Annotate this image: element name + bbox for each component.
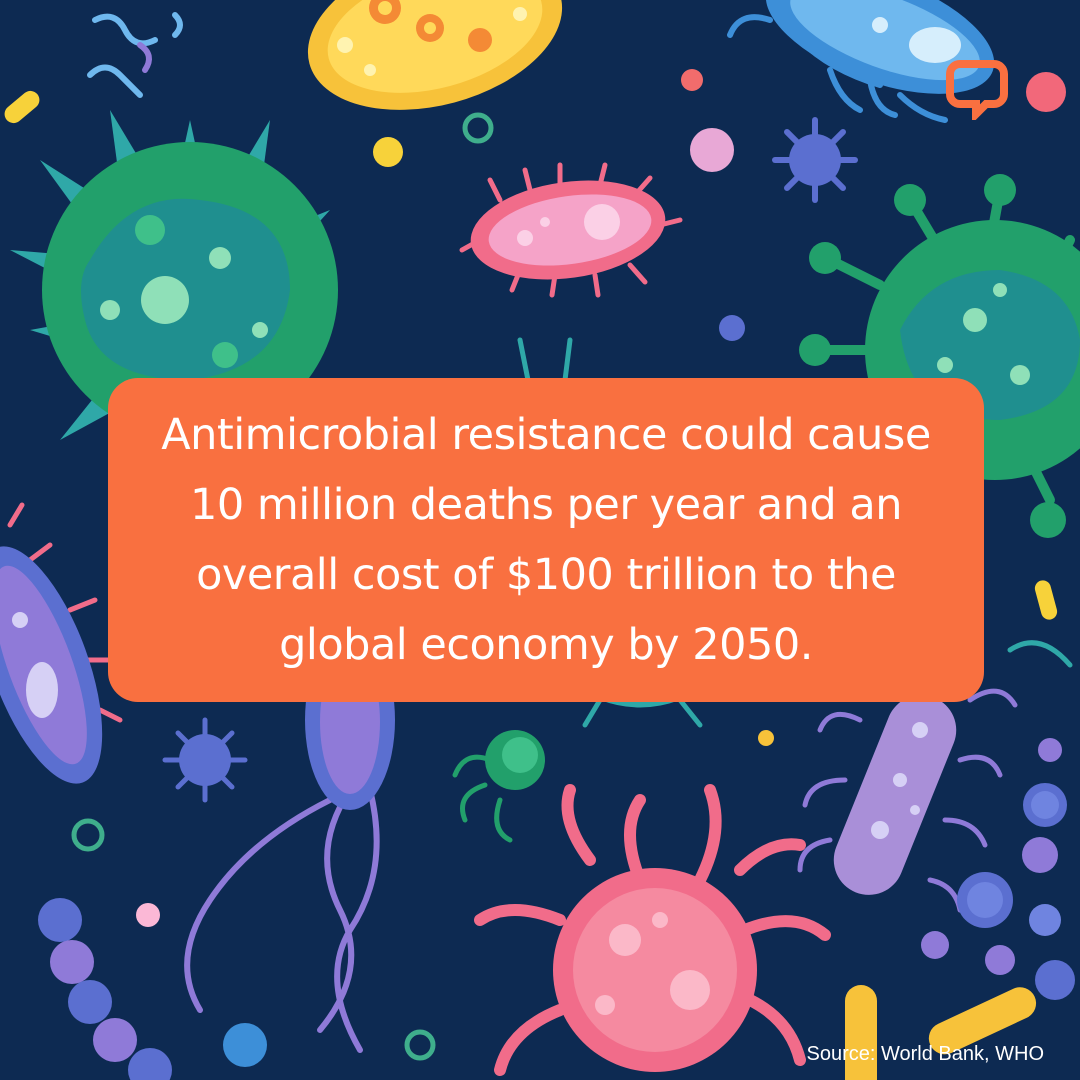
green-virus-icon <box>10 110 338 440</box>
pink-virus-icon <box>474 784 831 1076</box>
speech-bubble-logo-icon <box>946 60 1066 120</box>
headline-callout: Antimicrobial resistance could cause 10 … <box>108 378 984 702</box>
small-green-virus-icon <box>452 730 545 843</box>
purple-bacterium-icon <box>0 502 123 784</box>
blue-bacterium-icon <box>727 0 995 123</box>
pink-bacterium-icon <box>459 162 683 298</box>
small-blue-virus-icon <box>162 717 248 803</box>
source-credit: Source: World Bank, WHO <box>806 1043 1044 1065</box>
purple-virus-icon <box>772 117 858 203</box>
chain-bacteria-icon <box>38 898 172 1080</box>
yellow-bacterium-icon <box>307 0 563 110</box>
headline-text: Antimicrobial resistance could cause 10 … <box>161 410 931 670</box>
